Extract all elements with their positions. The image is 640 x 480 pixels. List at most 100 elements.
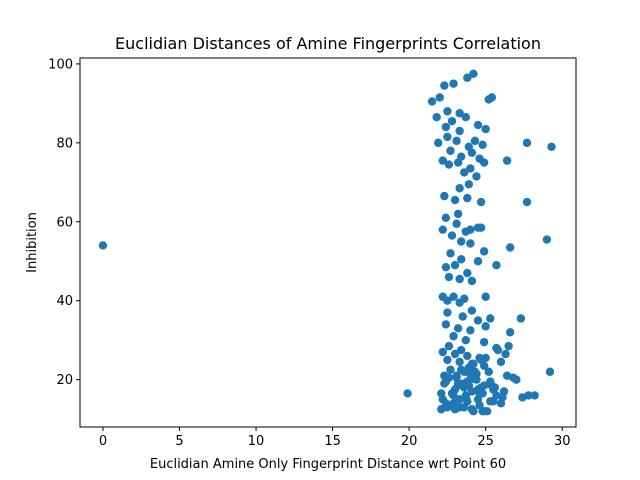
scatter-point [456, 255, 466, 264]
scatter-point [458, 379, 467, 388]
y-tick-label: 60 [56, 215, 73, 230]
scatter-point [545, 367, 555, 376]
scatter-point [455, 109, 464, 118]
scatter-point [522, 197, 532, 207]
scatter-point [479, 247, 489, 256]
scatter-point [453, 209, 463, 219]
y-axis-label: Inhibition [25, 212, 40, 273]
x-tick-label: 5 [175, 434, 183, 449]
scatter-point [492, 260, 501, 270]
points-layer [98, 69, 556, 416]
scatter-point [481, 322, 490, 331]
scatter-point [492, 391, 501, 400]
x-tick-label: 15 [324, 434, 341, 449]
scatter-point [441, 320, 451, 329]
scatter-point [444, 341, 454, 351]
scatter-point [478, 407, 487, 416]
chart-title: Euclidian Distances of Amine Fingerprint… [115, 34, 541, 53]
scatter-point [463, 73, 472, 82]
scatter-point [443, 107, 452, 116]
scatter-point [458, 312, 467, 321]
scatter-point [505, 243, 515, 252]
scatter-point [524, 391, 533, 400]
scatter-point [461, 113, 470, 122]
scatter-point [467, 387, 477, 396]
scatter-point [479, 337, 489, 347]
scatter-point [473, 257, 483, 266]
scatter-point [463, 268, 472, 278]
scatter-point [455, 298, 464, 307]
scatter-point [501, 349, 510, 359]
scatter-point [486, 377, 495, 386]
scatter-point [542, 235, 552, 244]
x-tick-label: 0 [99, 434, 107, 449]
scatter-point [502, 371, 512, 380]
scatter-point [463, 351, 472, 361]
y-tick-label: 80 [56, 136, 73, 151]
scatter-point [504, 341, 513, 351]
scatter-point [456, 345, 466, 355]
x-tick-label: 25 [477, 434, 494, 449]
scatter-point [432, 113, 441, 122]
scatter-point [484, 95, 493, 104]
scatter-point [473, 223, 483, 232]
scatter-point [450, 195, 460, 205]
scatter-point [452, 371, 461, 380]
scatter-point [466, 164, 475, 173]
scatter-point [449, 332, 458, 341]
x-axis-label: Euclidian Amine Only Fingerprint Distanc… [150, 457, 506, 472]
scatter-point [443, 355, 452, 365]
scatter-point [466, 239, 475, 248]
scatter-point [478, 140, 487, 150]
y-tick-label: 20 [56, 373, 73, 388]
scatter-point [446, 146, 455, 155]
scatter-point [453, 158, 463, 167]
scatter-point [455, 357, 464, 367]
scatter-point [438, 347, 448, 357]
scatter-point [444, 373, 454, 382]
scatter-point [466, 326, 475, 335]
scatter-point [455, 184, 464, 193]
scatter-point [479, 381, 489, 390]
scatter-point [438, 156, 448, 165]
scatter-point [484, 367, 493, 376]
scatter-point [447, 116, 457, 126]
scatter-point [461, 335, 470, 345]
scatter-point [453, 324, 463, 333]
scatter-point [476, 197, 486, 207]
scatter-point [461, 227, 470, 236]
scatter-point [441, 399, 451, 408]
scatter-point [446, 249, 455, 258]
scatter-point [456, 365, 466, 374]
scatter-point [476, 355, 486, 365]
x-tick-label: 10 [248, 434, 265, 449]
scatter-point [427, 97, 437, 106]
scatter-point [443, 296, 452, 305]
scatter-point [547, 142, 556, 151]
scatter-point [403, 389, 412, 398]
scatter-point [530, 391, 539, 400]
scatter-point [450, 260, 460, 270]
scatter-point [496, 357, 506, 367]
scatter-point [473, 120, 483, 130]
scatter-point [435, 93, 444, 102]
scatter-point [443, 132, 452, 142]
scatter-point [440, 191, 449, 201]
scatter-point [455, 274, 464, 284]
y-tick-label: 40 [56, 294, 73, 309]
scatter-point [481, 124, 490, 134]
scatter-point [438, 225, 448, 234]
scatter-point [460, 168, 469, 177]
scatter-point [460, 403, 469, 412]
scatter-point [455, 126, 464, 136]
scatter-point [516, 314, 526, 323]
scatter-point [440, 81, 449, 90]
scatter-point [452, 136, 461, 146]
scatter-point [522, 138, 532, 148]
scatter-point [441, 262, 451, 272]
scatter-point [472, 375, 481, 384]
scatter-point [452, 219, 461, 228]
scatter-point [456, 237, 466, 246]
